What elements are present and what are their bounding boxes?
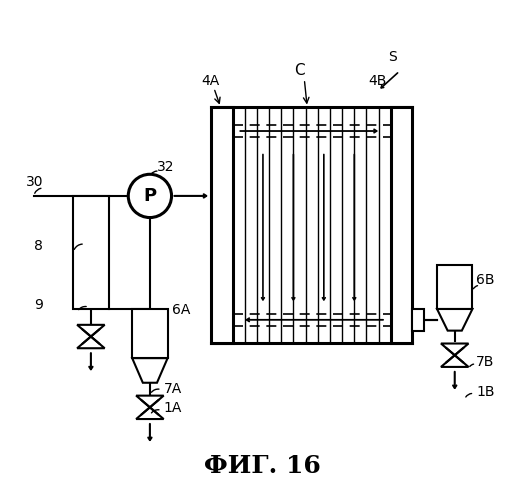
Text: S: S: [388, 50, 397, 64]
Polygon shape: [211, 108, 233, 344]
Text: 30: 30: [26, 175, 43, 189]
Text: 4B: 4B: [368, 74, 387, 88]
Polygon shape: [412, 309, 424, 330]
Polygon shape: [437, 265, 473, 309]
Text: 4A: 4A: [201, 74, 219, 88]
Text: 6B: 6B: [476, 274, 495, 287]
Text: P: P: [144, 187, 157, 205]
Polygon shape: [132, 358, 168, 383]
Text: 1B: 1B: [476, 384, 495, 398]
Polygon shape: [132, 309, 168, 358]
Text: C: C: [294, 63, 305, 78]
Text: 8: 8: [34, 239, 43, 253]
Text: 6A: 6A: [171, 303, 190, 317]
Text: ФИГ. 16: ФИГ. 16: [204, 454, 320, 478]
Polygon shape: [73, 196, 108, 309]
Polygon shape: [437, 309, 473, 330]
Text: 9: 9: [34, 298, 43, 312]
Polygon shape: [391, 108, 412, 344]
Text: 1A: 1A: [163, 402, 182, 415]
Text: 7B: 7B: [476, 355, 495, 369]
Text: 7A: 7A: [163, 382, 182, 396]
Text: 32: 32: [157, 160, 174, 174]
Circle shape: [128, 174, 171, 218]
